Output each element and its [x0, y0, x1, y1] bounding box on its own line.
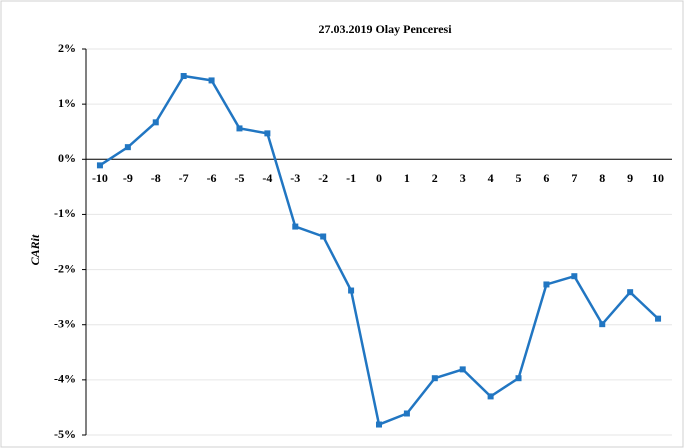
y-tick-label: -5%	[54, 427, 76, 441]
x-tick-label: -6	[207, 171, 217, 185]
point	[627, 289, 634, 296]
point	[292, 223, 299, 230]
point	[599, 321, 606, 328]
x-tick-label: 10	[652, 171, 664, 185]
x-tick-label: -10	[92, 171, 108, 185]
point	[152, 119, 159, 126]
chart-title: 27.03.2019 Olay Penceresi	[318, 22, 452, 36]
point	[264, 130, 271, 137]
x-tick-label: -3	[290, 171, 300, 185]
x-tick-label: -5	[234, 171, 244, 185]
y-tick-label: 1%	[58, 96, 76, 110]
point	[208, 77, 215, 84]
x-tick-label: -8	[151, 171, 161, 185]
x-tick-label: 7	[571, 171, 577, 185]
x-tick-label: 2	[432, 171, 438, 185]
x-tick-label: -9	[123, 171, 133, 185]
y-tick-label: 2%	[58, 41, 76, 55]
point	[124, 144, 131, 151]
y-tick-label: 0%	[58, 151, 76, 165]
x-tick-label: -7	[179, 171, 189, 185]
point	[459, 366, 466, 373]
point	[403, 410, 410, 417]
x-tick-label: -4	[262, 171, 272, 185]
point	[431, 375, 438, 382]
y-tick-label: -1%	[54, 206, 76, 220]
point	[180, 73, 187, 80]
x-tick-label: 3	[460, 171, 466, 185]
y-tick-label: -2%	[54, 261, 76, 275]
point	[376, 421, 382, 428]
point	[543, 281, 550, 288]
x-tick-label: 9	[627, 171, 633, 185]
y-tick-label: -4%	[54, 372, 76, 386]
x-tick-label: 4	[488, 171, 494, 185]
y-axis-label: CARit	[28, 234, 42, 265]
point	[655, 315, 662, 322]
point	[571, 273, 578, 280]
x-tick-label: -1	[346, 171, 356, 185]
x-tick-label: -2	[318, 171, 328, 185]
point	[348, 287, 355, 294]
x-tick-label: 1	[404, 171, 410, 185]
point	[236, 125, 243, 132]
point	[515, 375, 522, 382]
x-tick-label: 6	[543, 171, 549, 185]
y-tick-label: -3%	[54, 316, 76, 330]
x-tick-label: 5	[516, 171, 522, 185]
point	[320, 233, 327, 240]
point	[96, 162, 103, 169]
x-tick-label: 8	[599, 171, 605, 185]
point	[487, 393, 494, 400]
x-tick-label: 0	[376, 171, 382, 185]
